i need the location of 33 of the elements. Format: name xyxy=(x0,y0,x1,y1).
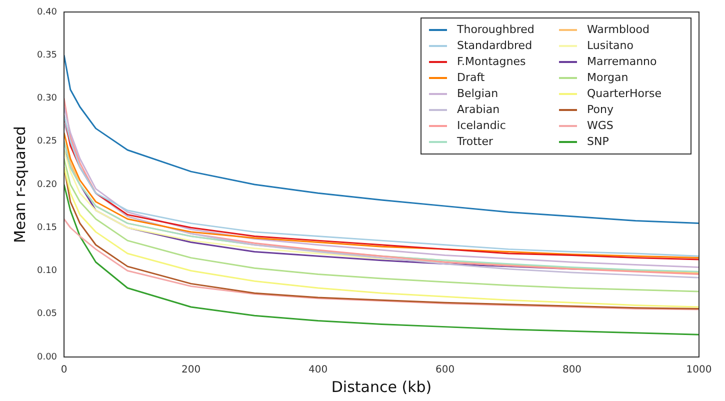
legend-label: Warmblood xyxy=(587,22,650,36)
legend-label: Lusitano xyxy=(587,38,634,52)
x-tick-label: 1000 xyxy=(686,364,712,376)
legend-label: Thoroughbred xyxy=(456,22,534,36)
legend-label: Belgian xyxy=(457,86,498,100)
y-tick-label: 0.05 xyxy=(36,309,58,320)
legend-label: Arabian xyxy=(457,102,500,116)
x-tick-label: 400 xyxy=(308,364,328,376)
legend-label: Standardbred xyxy=(457,38,532,52)
legend-label: Icelandic xyxy=(457,118,506,132)
y-tick-label: 0.00 xyxy=(36,352,58,362)
legend-label: WGS xyxy=(587,118,614,132)
legend-label: Morgan xyxy=(587,70,628,84)
y-axis-title: Mean r-squared xyxy=(10,126,29,243)
x-tick-label: 0 xyxy=(60,364,68,376)
legend-label: Draft xyxy=(457,70,486,84)
y-tick-label: 0.15 xyxy=(36,222,58,233)
legend-label: QuarterHorse xyxy=(587,86,662,100)
legend-label: Pony xyxy=(587,102,614,116)
x-axis-title: Distance (kb) xyxy=(331,378,432,396)
legend-label: Marremanno xyxy=(587,54,658,68)
legend-label: SNP xyxy=(587,134,610,148)
x-tick-label: 600 xyxy=(435,364,455,376)
x-tick-label: 200 xyxy=(181,364,201,376)
x-tick-label: 800 xyxy=(562,364,582,376)
y-tick-label: 0.20 xyxy=(36,180,58,190)
y-tick-label: 0.35 xyxy=(36,50,58,60)
legend-label: Trotter xyxy=(456,134,494,148)
y-tick-label: 0.10 xyxy=(36,266,58,276)
y-tick-label: 0.30 xyxy=(36,94,58,104)
y-tick-label: 0.40 xyxy=(36,7,58,18)
legend-label: F.Montagnes xyxy=(457,54,526,68)
y-tick-label: 0.25 xyxy=(36,136,58,147)
